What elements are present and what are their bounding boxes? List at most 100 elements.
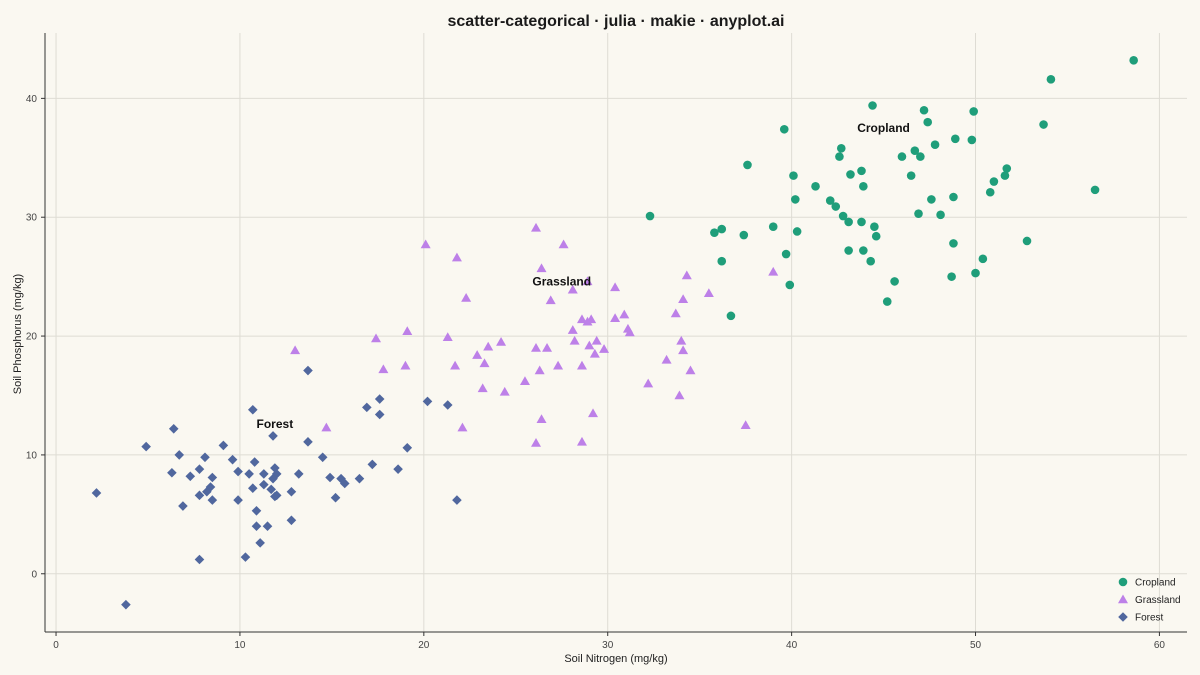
cropland-point [930, 140, 940, 150]
grassland-point [674, 390, 685, 400]
cropland-point [936, 210, 945, 220]
cropland-point [985, 187, 995, 197]
cropland-point [846, 170, 855, 179]
cropland-point [871, 231, 881, 241]
cropland-point [1022, 236, 1032, 246]
tick-labels: 0 10 20 30 40 50 60 0 10 20 30 40 [26, 94, 1166, 651]
forest-point [362, 402, 372, 413]
grassland-point [661, 354, 672, 364]
cropland-point [717, 256, 727, 266]
grassland-point [591, 335, 602, 345]
forest-point [259, 469, 269, 479]
forest-point [293, 469, 304, 479]
cropland-point [969, 107, 978, 116]
grassland-point [461, 293, 472, 302]
cropland-point [947, 272, 956, 281]
forest-point [227, 454, 238, 465]
grassland-point [371, 333, 382, 343]
x-tick-label: 40 [786, 640, 798, 651]
cropland-point [838, 211, 848, 221]
forest-point [244, 469, 254, 479]
forest-point [233, 466, 243, 477]
grassland-point [472, 350, 483, 359]
cropland-point [844, 246, 853, 255]
grassland-point [534, 365, 545, 375]
forest-point [205, 482, 216, 492]
cropland-point [1039, 120, 1048, 129]
forest-point [266, 484, 276, 495]
cropland-point [790, 195, 800, 204]
grassland-point [685, 365, 696, 375]
cropland-point [890, 277, 899, 286]
grassland-point [519, 376, 530, 385]
grassland-point [442, 332, 453, 342]
grassland-point [400, 360, 411, 370]
legend-marker-grassland [1118, 594, 1128, 604]
forest-point [367, 459, 378, 470]
cropland-point [857, 217, 866, 227]
forest-point [251, 521, 262, 532]
forest-point [185, 471, 196, 482]
cropland-point [868, 101, 877, 110]
cluster-label-cropland: Cropland [857, 121, 910, 135]
forest-point [374, 394, 385, 404]
grassland-point [479, 358, 490, 368]
grassland-point [588, 408, 599, 418]
cropland-point [835, 152, 844, 161]
grassland-point [703, 288, 714, 298]
cropland-point [950, 134, 960, 144]
forest-point [268, 431, 278, 441]
forest-point [202, 486, 212, 497]
grassland-point [670, 308, 681, 318]
legend-marker-cropland [1118, 577, 1128, 587]
forest-point [303, 437, 313, 447]
cropland-point [910, 146, 920, 155]
forest-point [207, 472, 218, 483]
forest-point [330, 492, 341, 503]
grassland-point [582, 316, 593, 326]
series-cropland [645, 56, 1138, 321]
grassland-point [681, 270, 692, 280]
cropland-point [1002, 164, 1012, 173]
forest-point [317, 452, 328, 463]
grassland-point [610, 313, 621, 322]
grassland-point [531, 222, 542, 232]
grid-lines [45, 33, 1187, 632]
cropland-point [923, 117, 933, 127]
cropland-point [859, 246, 868, 255]
cropland-point [743, 160, 752, 170]
series-forest [91, 365, 462, 610]
forest-point [270, 491, 280, 502]
legend: Cropland Grassland Forest [1118, 578, 1181, 624]
cropland-point [785, 280, 795, 290]
grassland-point [768, 266, 779, 276]
grassland-point [545, 295, 556, 305]
forest-point [174, 450, 185, 460]
grassland-point [576, 360, 587, 370]
cropland-point [978, 254, 988, 264]
y-tick-label: 10 [26, 450, 38, 461]
x-tick-label: 20 [418, 640, 430, 651]
cropland-point [739, 230, 749, 240]
grassland-point [624, 327, 635, 337]
forest-point [194, 490, 205, 501]
forest-point [286, 486, 297, 497]
forest-point [452, 495, 462, 505]
forest-point [422, 396, 433, 407]
grassland-point [676, 335, 687, 345]
cropland-point [870, 222, 879, 232]
cropland-point [831, 202, 841, 211]
cropland-point [717, 224, 727, 234]
legend-label-forest: Forest [1135, 613, 1164, 624]
cropland-point [789, 171, 798, 180]
grassland-point [420, 239, 431, 249]
cropland-point [859, 182, 868, 191]
forest-point [218, 440, 229, 451]
cropland-point [916, 152, 925, 161]
forest-point [402, 442, 413, 453]
forest-point [233, 495, 243, 505]
grassland-point [477, 383, 488, 393]
cropland-point [857, 166, 866, 176]
grassland-point [402, 326, 413, 336]
